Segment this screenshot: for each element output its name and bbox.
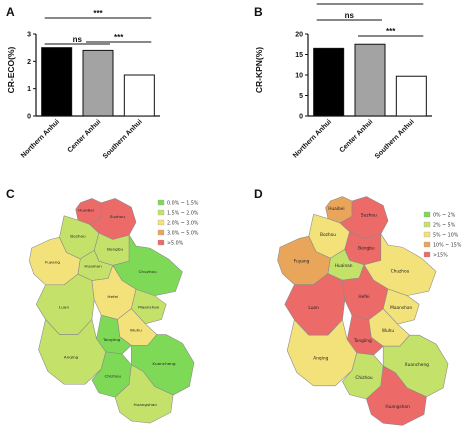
y-tick-label-b: 15 — [295, 52, 303, 59]
significance-label-b: ns — [345, 11, 355, 20]
y-axis-title-b: CR-KPN(%) — [254, 47, 264, 93]
y-tick-label-a: 0 — [27, 114, 31, 121]
panel-letter-d: D — [254, 187, 263, 201]
region-label-xuancheng-d: Xuancheng — [405, 362, 430, 367]
y-tick-label-b: 5 — [299, 93, 303, 100]
significance-label-a: *** — [93, 9, 103, 18]
legend-label-c: >5.0% — [167, 241, 184, 247]
y-tick-label-a: 2 — [27, 59, 31, 66]
x-tick-label-center-anhui: Center Anhui — [67, 118, 103, 154]
x-tick-label-southern-anhui: Southern Anhui — [102, 118, 144, 160]
bar-northern-anhui — [313, 47, 345, 117]
region-label-wuhu-d: Wuhu — [382, 328, 395, 333]
legend-label-c: 2.0% ~ 3.0% — [167, 221, 199, 227]
region-label-maanshan-d: Maanshan — [390, 305, 412, 310]
panel-letter-a: A — [6, 5, 15, 19]
bar-chart-cr-kpn: CR-KPN(%) 0 5 10 15 20 Northern Anhui Center A… — [254, 0, 432, 160]
region-label-xuancheng-c: Xuancheng — [152, 361, 176, 366]
map-cr-eco-anhui: Huaibei Suzhou Bozhou Fuyang Bengbu Huainan Ch… — [28, 198, 195, 424]
y-tick-label-b: 10 — [295, 73, 303, 80]
region-label-chuzhou-d: Chuzhou — [391, 269, 410, 274]
y-tick-label-b: 0 — [299, 114, 303, 121]
x-tick-label-southern-anhui: Southern Anhui — [374, 118, 416, 160]
region-xuancheng-d — [382, 334, 449, 398]
legend-swatch-c — [157, 199, 165, 206]
region-label-chizhou-c: Chizhou — [104, 374, 121, 379]
x-tick-label-northern-anhui: Northern Anhui — [20, 118, 61, 159]
significance-label-b: *** — [386, 27, 396, 36]
x-tick-label-center-anhui: Center Anhui — [339, 118, 375, 154]
region-label-huainan-d: Huainan — [335, 263, 353, 268]
region-label-huaibei-d: Huaibei — [328, 206, 344, 211]
panel-letter-b: B — [254, 5, 263, 19]
legend-swatch-d — [423, 231, 431, 238]
region-huangshan-d — [366, 365, 427, 426]
y-tick-label-a: 1 — [27, 86, 31, 93]
bar-center-anhui — [354, 43, 386, 117]
region-label-bengbu-d: Bengbu — [358, 246, 375, 251]
region-huangshan-c — [114, 364, 174, 424]
y-tick-label-b: 20 — [295, 32, 303, 39]
region-label-chuzhou-c: Chuzhou — [139, 269, 158, 274]
region-label-huangshan-c: Huangshan — [133, 402, 157, 407]
region-label-wuhu-c: Wuhu — [130, 327, 142, 332]
region-label-tongling-c: Tongling — [102, 337, 121, 342]
legend-label-d: 0% ~ 2% — [433, 213, 456, 219]
region-label-bengbu-c: Bengbu — [107, 246, 123, 251]
legend-map-c: 0.0% ~ 1.5% 1.5% ~ 2.0% 2.0% ~ 3.0% 3.0% ~ … — [157, 199, 199, 247]
bar-center-anhui — [82, 49, 114, 117]
map-cr-kpn-anhui: Huaibei Suzhou Bozhou Fuyang Bengbu Huainan Ch… — [277, 196, 449, 426]
region-chuzhou-c — [112, 234, 183, 296]
region-label-hefei-c: Hefei — [107, 294, 118, 299]
region-label-suzhou-c: Suzhou — [110, 214, 126, 219]
significance-label-a: ns — [73, 35, 83, 44]
legend-label-d: >15% — [433, 253, 448, 259]
region-chuzhou-d — [363, 233, 437, 296]
legend-label-c: 3.0% ~ 5.0% — [167, 231, 199, 237]
bar-northern-anhui — [41, 47, 73, 117]
legend-swatch-d — [423, 251, 431, 258]
region-label-fuyang-d: Fuyang — [294, 259, 310, 264]
legend-swatch-c — [157, 209, 165, 216]
panel-letter-c: C — [6, 187, 15, 201]
region-label-anqing-c: Anqing — [64, 354, 79, 359]
region-label-huainan-c: Huainan — [84, 264, 102, 269]
region-label-fuyang-c: Fuyang — [45, 259, 61, 264]
region-xuancheng-c — [131, 334, 195, 396]
y-tick-label-a: 3 — [27, 32, 31, 39]
significance-label-b: *** — [365, 0, 375, 4]
region-label-huangshan-d: Huangshan — [385, 404, 410, 409]
region-label-suzhou-d: Suzhou — [361, 213, 377, 218]
legend-label-d: 2% ~ 5% — [433, 223, 456, 229]
legend-label-d: 10% ~ 15% — [433, 243, 462, 249]
legend-label-c: 0.0% ~ 1.5% — [167, 201, 199, 207]
legend-swatch-c — [157, 219, 165, 226]
region-label-bozhou-d: Bozhou — [320, 232, 336, 237]
region-label-maanshan-c: Maanshan — [138, 305, 160, 310]
region-label-huaibei-c: Huaibei — [78, 208, 94, 213]
region-label-luan-d: Luan — [308, 305, 319, 310]
legend-label-c: 1.5% ~ 2.0% — [167, 211, 199, 217]
legend-map-d: 0% ~ 2% 2% ~ 5% 5% ~ 10% 10% ~ 15% >15% — [423, 211, 462, 259]
bar-southern-anhui — [123, 74, 155, 117]
bar-southern-anhui — [395, 75, 427, 117]
legend-swatch-d — [423, 221, 431, 228]
significance-label-a: *** — [114, 33, 124, 42]
legend-swatch-c — [157, 229, 165, 236]
region-label-chizhou-d: Chizhou — [355, 375, 373, 380]
bar-chart-cr-eco: CR-ECO(%) 0 1 2 3 Northern Anhui Center Anhui… — [6, 9, 160, 160]
legend-label-d: 5% ~ 10% — [433, 233, 459, 239]
region-label-tongling-d: Tongling — [353, 338, 372, 343]
region-label-anqing-d: Anqing — [313, 356, 328, 361]
legend-swatch-d — [423, 241, 431, 248]
y-axis-title-a: CR-ECO(%) — [6, 46, 16, 93]
region-label-bozhou-c: Bozhou — [70, 234, 86, 239]
legend-swatch-c — [157, 239, 165, 246]
region-label-hefei-d: Hefei — [358, 294, 369, 299]
region-label-luan-c: Luan — [59, 305, 70, 310]
x-tick-label-northern-anhui: Northern Anhui — [292, 118, 333, 159]
legend-swatch-d — [423, 211, 431, 218]
